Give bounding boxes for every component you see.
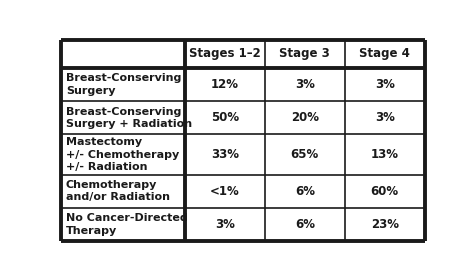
Text: 3%: 3%: [375, 78, 395, 91]
Text: Mastectomy
+/- Chemotherapy
+/- Radiation: Mastectomy +/- Chemotherapy +/- Radiatio…: [66, 137, 179, 172]
Text: 12%: 12%: [211, 78, 239, 91]
Text: 60%: 60%: [371, 185, 399, 198]
Text: Stages 1–2: Stages 1–2: [189, 48, 261, 60]
Text: 3%: 3%: [215, 218, 235, 231]
Text: Stage 4: Stage 4: [359, 48, 410, 60]
Text: 23%: 23%: [371, 218, 399, 231]
Text: 3%: 3%: [295, 78, 315, 91]
Text: Stage 3: Stage 3: [279, 48, 330, 60]
Text: 33%: 33%: [211, 148, 239, 161]
Text: 3%: 3%: [375, 111, 395, 124]
Text: No Cancer-Directed
Therapy: No Cancer-Directed Therapy: [66, 213, 188, 236]
Text: 20%: 20%: [291, 111, 319, 124]
Text: 13%: 13%: [371, 148, 399, 161]
Text: 50%: 50%: [210, 111, 239, 124]
Text: 6%: 6%: [295, 218, 315, 231]
Text: Breast-Conserving
Surgery + Radiation: Breast-Conserving Surgery + Radiation: [66, 107, 192, 129]
Text: Breast-Conserving
Surgery: Breast-Conserving Surgery: [66, 73, 181, 96]
Text: <1%: <1%: [210, 185, 240, 198]
Text: 65%: 65%: [291, 148, 319, 161]
Text: 6%: 6%: [295, 185, 315, 198]
Text: Chemotherapy
and/or Radiation: Chemotherapy and/or Radiation: [66, 180, 170, 202]
